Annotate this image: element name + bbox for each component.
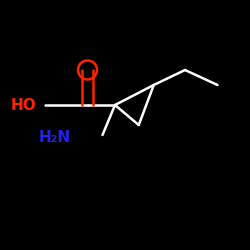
Text: H₂N: H₂N	[39, 130, 71, 145]
Text: HO: HO	[11, 98, 36, 112]
